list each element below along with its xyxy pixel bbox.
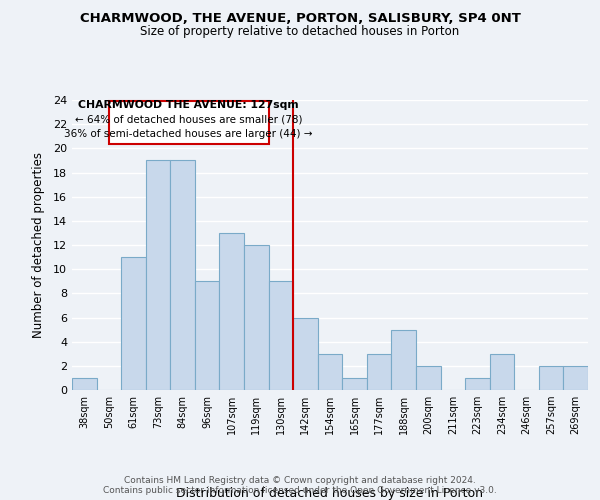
Text: ← 64% of detached houses are smaller (78): ← 64% of detached houses are smaller (78…: [75, 115, 302, 125]
Bar: [293, 318, 318, 390]
Bar: [367, 354, 391, 390]
FancyBboxPatch shape: [109, 101, 269, 144]
Bar: [170, 160, 195, 390]
Bar: [391, 330, 416, 390]
Bar: [269, 281, 293, 390]
Bar: [342, 378, 367, 390]
Bar: [416, 366, 440, 390]
X-axis label: Distribution of detached houses by size in Porton: Distribution of detached houses by size …: [176, 487, 484, 500]
Text: Contains public sector information licensed under the Open Government Licence v3: Contains public sector information licen…: [103, 486, 497, 495]
Bar: [490, 354, 514, 390]
Bar: [195, 281, 220, 390]
Text: CHARMWOOD THE AVENUE: 127sqm: CHARMWOOD THE AVENUE: 127sqm: [79, 100, 299, 110]
Bar: [244, 245, 269, 390]
Bar: [465, 378, 490, 390]
Bar: [146, 160, 170, 390]
Text: Contains HM Land Registry data © Crown copyright and database right 2024.: Contains HM Land Registry data © Crown c…: [124, 476, 476, 485]
Text: 36% of semi-detached houses are larger (44) →: 36% of semi-detached houses are larger (…: [64, 130, 313, 140]
Bar: [539, 366, 563, 390]
Text: Size of property relative to detached houses in Porton: Size of property relative to detached ho…: [140, 25, 460, 38]
Bar: [121, 257, 146, 390]
Y-axis label: Number of detached properties: Number of detached properties: [32, 152, 44, 338]
Bar: [318, 354, 342, 390]
Bar: [72, 378, 97, 390]
Bar: [220, 233, 244, 390]
Bar: [563, 366, 588, 390]
Text: CHARMWOOD, THE AVENUE, PORTON, SALISBURY, SP4 0NT: CHARMWOOD, THE AVENUE, PORTON, SALISBURY…: [80, 12, 520, 26]
